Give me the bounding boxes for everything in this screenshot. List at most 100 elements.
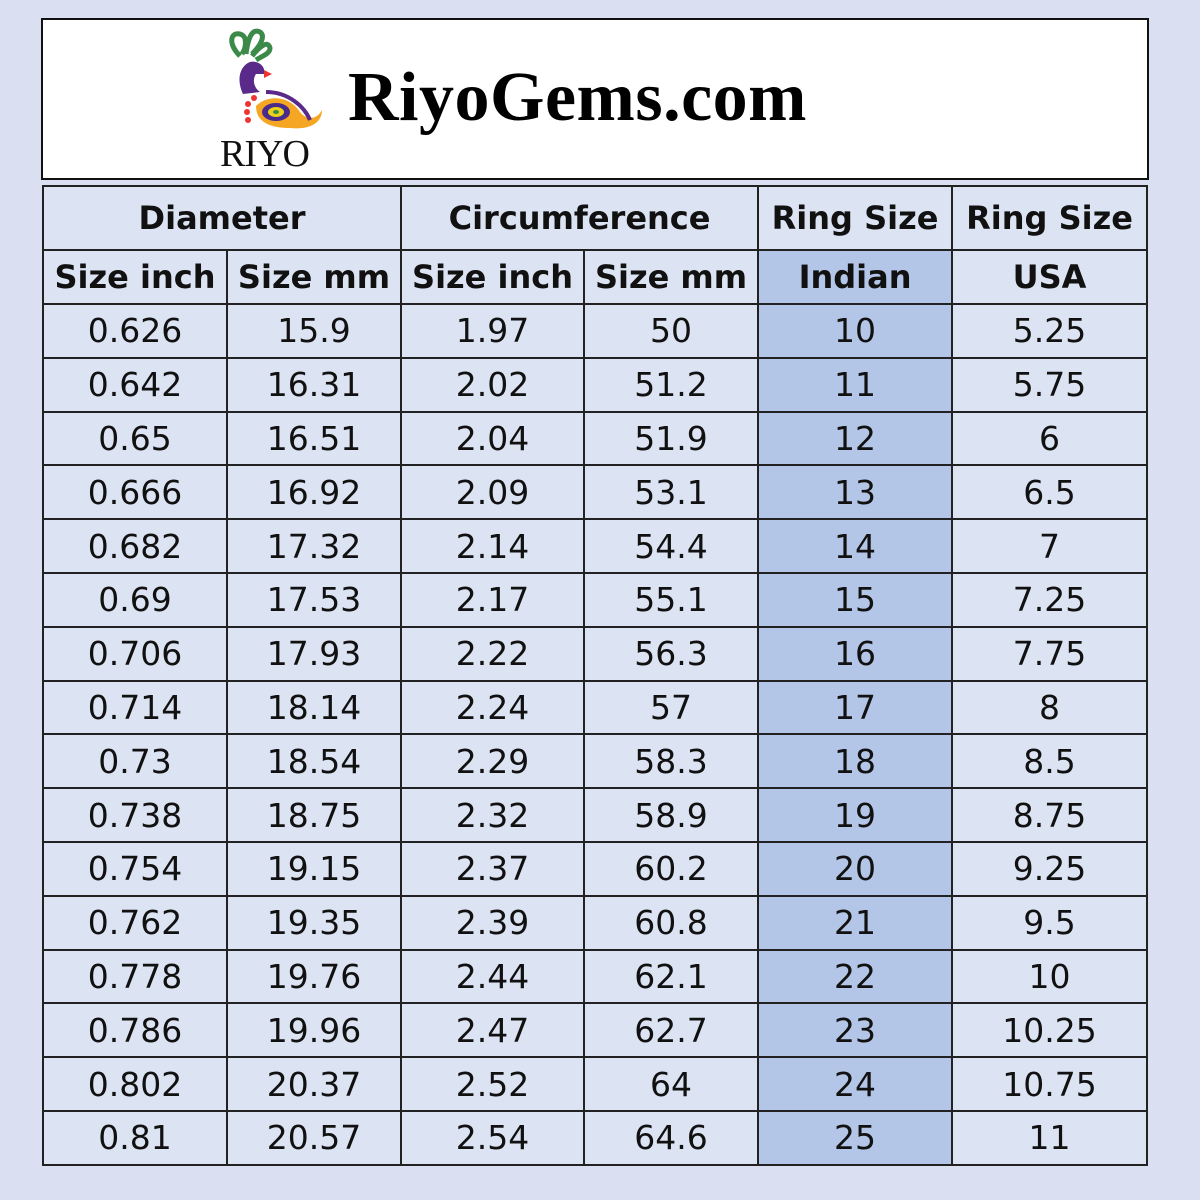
subheader-usa: USA — [951, 249, 1149, 305]
cell-circumference-inch: 2.39 — [400, 894, 586, 951]
cell-indian-size: 14 — [757, 518, 954, 574]
cell-diameter-mm: 18.14 — [225, 679, 403, 736]
table-row: 0.73 18.54 2.29 58.3 18 8.5 — [42, 733, 1149, 790]
table-row: 0.778 19.76 2.44 62.1 22 10 — [42, 948, 1149, 1005]
cell-usa-size: 10.75 — [951, 1056, 1149, 1112]
cell-circumference-mm: 55.1 — [583, 571, 760, 628]
table-row: 0.682 17.32 2.14 54.4 14 7 — [42, 518, 1149, 574]
cell-circumference-mm: 51.9 — [583, 410, 760, 467]
cell-indian-size: 19 — [757, 787, 954, 843]
cell-circumference-mm: 56.3 — [583, 625, 760, 682]
header-ring-size-usa: Ring Size — [951, 185, 1149, 251]
cell-usa-size: 7 — [951, 518, 1149, 574]
cell-diameter-inch: 0.778 — [42, 948, 228, 1005]
cell-diameter-mm: 15.9 — [225, 303, 403, 359]
cell-circumference-inch: 2.54 — [400, 1109, 586, 1166]
cell-usa-size: 10 — [951, 948, 1149, 1005]
cell-diameter-inch: 0.706 — [42, 625, 228, 682]
subheader-circumference-mm: Size mm — [583, 249, 760, 305]
subheader-diameter-mm: Size mm — [225, 249, 403, 305]
cell-diameter-inch: 0.682 — [42, 518, 228, 574]
cell-diameter-mm: 17.53 — [225, 571, 403, 628]
cell-diameter-mm: 17.93 — [225, 625, 403, 682]
cell-circumference-inch: 2.02 — [400, 356, 586, 413]
cell-circumference-mm: 50 — [583, 303, 760, 359]
cell-usa-size: 11 — [951, 1109, 1149, 1166]
cell-circumference-inch: 2.32 — [400, 787, 586, 843]
cell-indian-size: 10 — [757, 303, 954, 359]
cell-usa-size: 7.75 — [951, 625, 1149, 682]
header-circumference: Circumference — [400, 185, 760, 251]
cell-indian-size: 12 — [757, 410, 954, 467]
cell-diameter-mm: 20.37 — [225, 1056, 403, 1112]
cell-circumference-inch: 2.44 — [400, 948, 586, 1005]
table-row: 0.762 19.35 2.39 60.8 21 9.5 — [42, 894, 1149, 951]
ring-size-table: Diameter Circumference Ring Size Ring Si… — [41, 185, 1149, 1166]
cell-circumference-mm: 54.4 — [583, 518, 760, 574]
table-row: 0.626 15.9 1.97 50 10 5.25 — [42, 303, 1149, 359]
table-row: 0.642 16.31 2.02 51.2 11 5.75 — [42, 356, 1149, 413]
cell-usa-size: 5.75 — [951, 356, 1149, 413]
cell-diameter-mm: 19.96 — [225, 1002, 403, 1059]
cell-circumference-inch: 2.22 — [400, 625, 586, 682]
cell-usa-size: 8.75 — [951, 787, 1149, 843]
cell-diameter-mm: 18.75 — [225, 787, 403, 843]
site-name: RiyoGems.com — [348, 59, 807, 136]
table-row: 0.754 19.15 2.37 60.2 20 9.25 — [42, 840, 1149, 897]
cell-indian-size: 25 — [757, 1109, 954, 1166]
cell-diameter-inch: 0.65 — [42, 410, 228, 467]
cell-circumference-mm: 64.6 — [583, 1109, 760, 1166]
cell-usa-size: 6 — [951, 410, 1149, 467]
cell-circumference-mm: 57 — [583, 679, 760, 736]
table-row: 0.666 16.92 2.09 53.1 13 6.5 — [42, 464, 1149, 521]
cell-circumference-mm: 62.1 — [583, 948, 760, 1005]
cell-diameter-inch: 0.754 — [42, 840, 228, 897]
table-row: 0.786 19.96 2.47 62.7 23 10.25 — [42, 1002, 1149, 1059]
cell-circumference-mm: 62.7 — [583, 1002, 760, 1059]
cell-circumference-inch: 2.29 — [400, 733, 586, 790]
cell-circumference-inch: 2.24 — [400, 679, 586, 736]
header-banner: RIYO RiyoGems.com — [41, 18, 1149, 180]
cell-indian-size: 15 — [757, 571, 954, 628]
cell-usa-size: 8 — [951, 679, 1149, 736]
cell-diameter-inch: 0.666 — [42, 464, 228, 521]
cell-usa-size: 8.5 — [951, 733, 1149, 790]
cell-indian-size: 17 — [757, 679, 954, 736]
cell-indian-size: 23 — [757, 1002, 954, 1059]
cell-indian-size: 11 — [757, 356, 954, 413]
cell-circumference-inch: 1.97 — [400, 303, 586, 359]
table-row: 0.81 20.57 2.54 64.6 25 11 — [42, 1109, 1149, 1166]
cell-indian-size: 13 — [757, 464, 954, 521]
cell-usa-size: 9.5 — [951, 894, 1149, 951]
cell-diameter-inch: 0.81 — [42, 1109, 228, 1166]
cell-indian-size: 18 — [757, 733, 954, 790]
cell-diameter-inch: 0.786 — [42, 1002, 228, 1059]
cell-diameter-mm: 16.31 — [225, 356, 403, 413]
header-ring-size-indian: Ring Size — [757, 185, 954, 251]
table-row: 0.706 17.93 2.22 56.3 16 7.75 — [42, 625, 1149, 682]
cell-diameter-inch: 0.762 — [42, 894, 228, 951]
table-row: 0.802 20.37 2.52 64 24 10.75 — [42, 1056, 1149, 1112]
cell-diameter-mm: 20.57 — [225, 1109, 403, 1166]
cell-usa-size: 9.25 — [951, 840, 1149, 897]
cell-usa-size: 6.5 — [951, 464, 1149, 521]
cell-usa-size: 5.25 — [951, 303, 1149, 359]
cell-diameter-inch: 0.714 — [42, 679, 228, 736]
cell-circumference-inch: 2.17 — [400, 571, 586, 628]
cell-circumference-inch: 2.09 — [400, 464, 586, 521]
cell-indian-size: 21 — [757, 894, 954, 951]
cell-indian-size: 20 — [757, 840, 954, 897]
cell-circumference-inch: 2.47 — [400, 1002, 586, 1059]
cell-indian-size: 24 — [757, 1056, 954, 1112]
cell-diameter-inch: 0.738 — [42, 787, 228, 843]
cell-circumference-mm: 64 — [583, 1056, 760, 1112]
cell-diameter-mm: 19.76 — [225, 948, 403, 1005]
cell-indian-size: 16 — [757, 625, 954, 682]
table-row: 0.738 18.75 2.32 58.9 19 8.75 — [42, 787, 1149, 843]
cell-diameter-inch: 0.73 — [42, 733, 228, 790]
cell-diameter-inch: 0.69 — [42, 571, 228, 628]
cell-circumference-mm: 58.3 — [583, 733, 760, 790]
cell-diameter-mm: 19.35 — [225, 894, 403, 951]
cell-diameter-mm: 16.92 — [225, 464, 403, 521]
cell-diameter-mm: 18.54 — [225, 733, 403, 790]
